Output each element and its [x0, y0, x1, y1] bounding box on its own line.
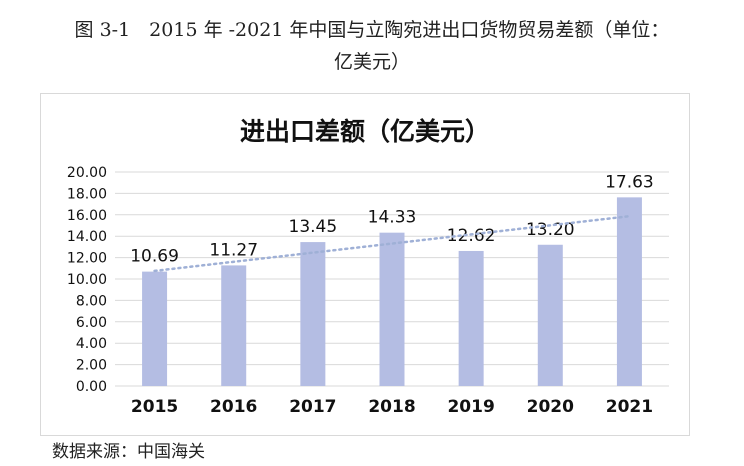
chart-frame: 进出口差额（亿美元） 0.00 2.00 4.00 6.00 8.00 10.00 12.0…	[40, 93, 690, 436]
data-label-2019: 12.62	[447, 226, 496, 246]
bar-2019	[458, 250, 484, 386]
figure-caption-line-2: 亿美元）	[333, 51, 410, 73]
bar-2020	[537, 244, 563, 386]
y-tick-label-8: 16.00	[67, 208, 107, 224]
bar-2021	[616, 197, 642, 386]
x-tick-label-2018: 2018	[368, 397, 415, 417]
data-label-2015: 10.69	[130, 247, 179, 267]
bar-2018	[379, 232, 405, 386]
bar-2017	[300, 242, 326, 386]
x-tick-label-2019: 2019	[447, 397, 494, 417]
x-tick-label-2021: 2021	[606, 397, 653, 417]
data-source-note: 数据来源：中国海关	[52, 442, 205, 462]
figure-caption-line-1: 图 3-1 2015 年 -2021 年中国与立陶宛进出口货物贸易差额（单位：	[74, 19, 670, 41]
bar-2016	[221, 265, 247, 386]
bar-2015	[142, 271, 168, 386]
y-tick-label-1: 2.00	[76, 358, 107, 374]
y-tick-label-5: 10.00	[67, 272, 107, 288]
y-tick-label-10: 20.00	[67, 165, 107, 181]
data-label-2016: 11.27	[209, 240, 258, 260]
data-label-2018: 14.33	[368, 208, 417, 228]
data-label-2017: 13.45	[289, 217, 338, 237]
y-tick-label-7: 14.00	[67, 229, 107, 245]
data-label-2021: 17.63	[605, 172, 654, 192]
y-tick-label-3: 6.00	[76, 315, 107, 331]
y-tick-label-2: 4.00	[76, 336, 107, 352]
chart-title: 进出口差额（亿美元）	[240, 117, 490, 146]
y-tick-label-6: 12.00	[67, 251, 107, 267]
trendline	[153, 214, 631, 273]
figure-caption: 图 3-1 2015 年 -2021 年中国与立陶宛进出口货物贸易差额（单位： …	[0, 14, 744, 78]
x-tick-label-2016: 2016	[210, 397, 257, 417]
x-tick-label-2015: 2015	[131, 397, 178, 417]
y-tick-label-0: 0.00	[76, 379, 107, 395]
bar-chart: 进出口差额（亿美元） 0.00 2.00 4.00 6.00 8.00 10.00 12.0…	[67, 117, 669, 417]
x-tick-label-2020: 2020	[527, 397, 574, 417]
y-tick-label-9: 18.00	[67, 186, 107, 202]
y-tick-label-4: 8.00	[76, 293, 107, 309]
x-tick-label-2017: 2017	[289, 397, 336, 417]
